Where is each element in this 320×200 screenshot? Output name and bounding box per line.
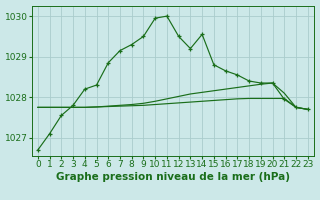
- X-axis label: Graphe pression niveau de la mer (hPa): Graphe pression niveau de la mer (hPa): [56, 172, 290, 182]
